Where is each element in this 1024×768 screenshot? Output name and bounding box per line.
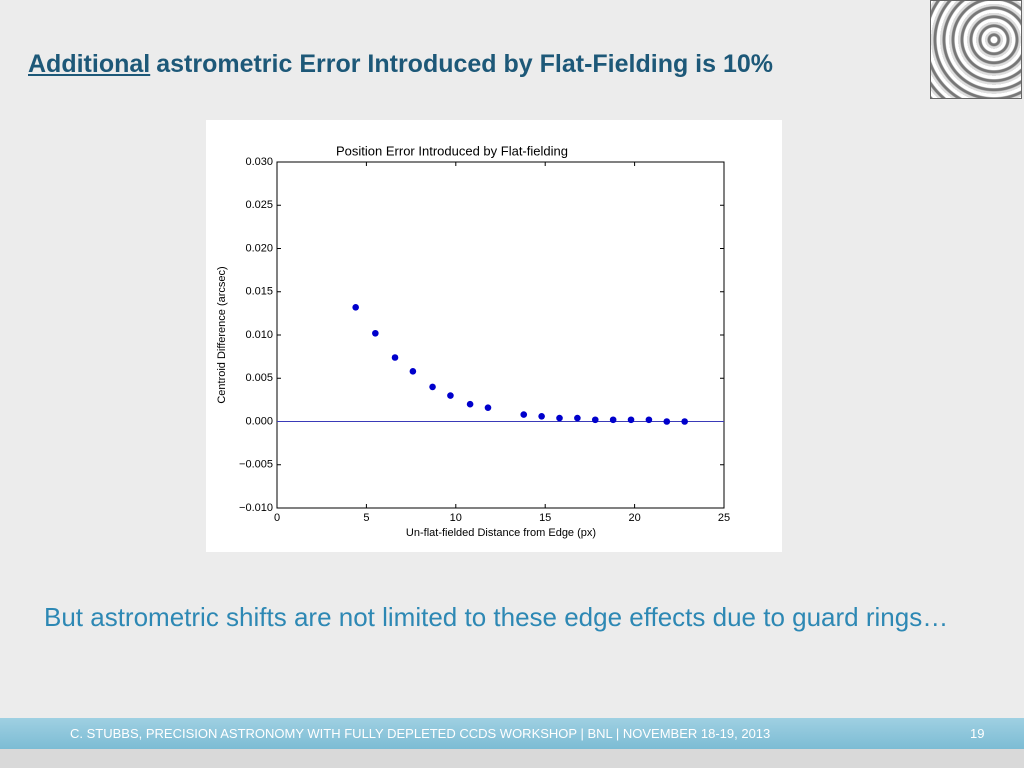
point	[409, 368, 417, 375]
title-rest: astrometric Error Introduced by Flat-Fie…	[156, 50, 774, 78]
footer-text: C. STUBBS, PRECISION ASTRONOMY WITH FULL…	[70, 726, 771, 741]
point	[681, 418, 688, 425]
title-underlined: Additional	[28, 50, 151, 78]
point	[645, 416, 653, 424]
y-tick-label: 0.010	[245, 329, 273, 341]
y-tick-label: 0.015	[245, 286, 273, 298]
chart: Position Error Introduced by Flat-fieldi…	[206, 120, 782, 552]
y-tick-label: 0.030	[245, 156, 273, 168]
bottom-strip	[0, 749, 1024, 768]
y-tick-label: 0.020	[245, 242, 273, 254]
point	[574, 414, 581, 422]
y-tick-label: 0.000	[245, 415, 273, 427]
point	[429, 383, 436, 391]
point	[520, 411, 528, 418]
x-tick-label: 25	[718, 512, 730, 524]
point	[556, 414, 563, 422]
x-tick-label: 5	[363, 512, 369, 524]
x-tick-label: 0	[274, 512, 280, 524]
point	[484, 404, 492, 411]
y-tick-label: −0.005	[239, 459, 273, 471]
point	[352, 304, 359, 311]
x-tick-label: 15	[539, 512, 551, 524]
point	[372, 329, 379, 337]
chart-title: Position Error Introduced by Flat-fieldi…	[336, 143, 568, 158]
point	[609, 416, 617, 424]
point	[591, 416, 599, 424]
y-axis-label: Centroid Difference (arcsec)	[216, 266, 228, 403]
footer-bar: C. STUBBS, PRECISION ASTRONOMY WITH FULL…	[0, 718, 1024, 749]
y-tick-label: 0.005	[245, 372, 273, 384]
point	[466, 400, 474, 408]
point	[663, 418, 671, 425]
x-tick-label: 20	[628, 512, 640, 524]
point	[627, 416, 635, 424]
point	[538, 413, 545, 420]
fringe-image	[930, 0, 1022, 99]
x-tick-label: 10	[450, 512, 462, 524]
y-tick-label: 0.025	[245, 199, 273, 211]
page-number: 19	[970, 726, 985, 741]
chart-background	[206, 120, 782, 552]
y-tick-label: −0.010	[239, 502, 273, 514]
x-axis-label: Un-flat-fielded Distance from Edge (px)	[406, 527, 596, 539]
slide-title: Additional astrometric Error Introduced b…	[28, 50, 773, 79]
point	[391, 354, 399, 361]
body-text: But astrometric shifts are not limited t…	[44, 602, 949, 632]
point	[447, 392, 454, 399]
